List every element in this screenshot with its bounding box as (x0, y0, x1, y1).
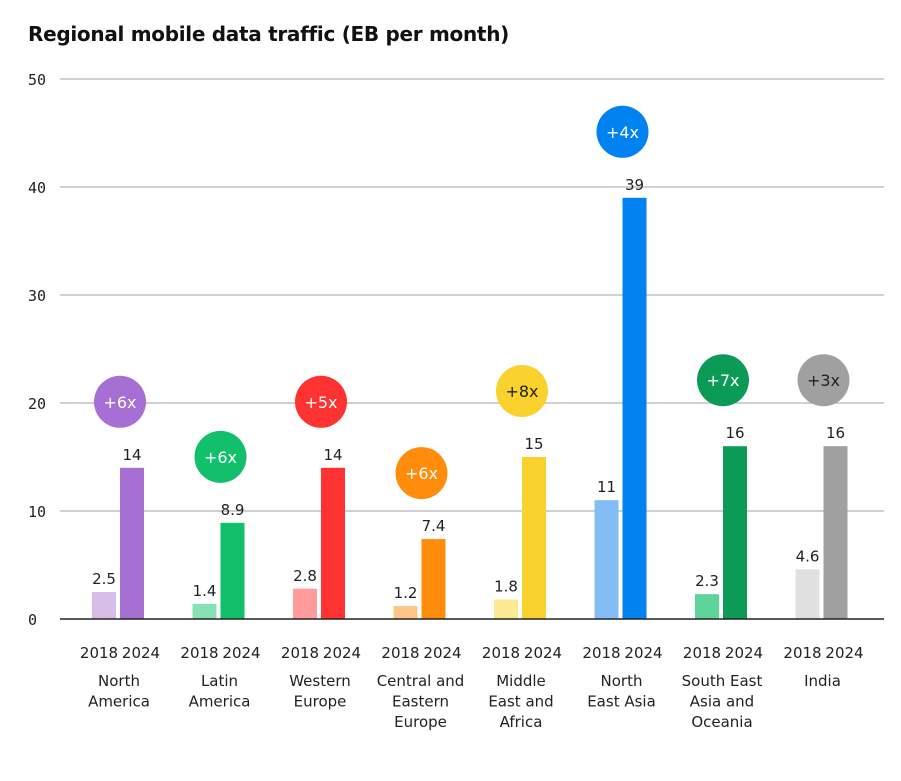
category-label-north-america: America (88, 693, 150, 711)
bar-2024-middle-east-and-africa (522, 457, 546, 619)
growth-label-india: +3x (807, 371, 840, 390)
data-label-2024-north-america: 14 (122, 446, 141, 464)
growth-badge-middle-east-and-africa (496, 365, 548, 417)
growth-badge-central-and-eastern-europe (395, 447, 448, 500)
growth-badge-western-europe (295, 375, 347, 428)
y-tick-label: 10 (28, 503, 46, 521)
bar-2018-central-and-eastern-europe (393, 606, 418, 619)
category-label-central-and-eastern-europe: Europe (394, 713, 447, 731)
bar-2024-north-america (120, 467, 144, 619)
data-label-2018-western-europe: 2.8 (293, 567, 317, 585)
data-label-2018-latin-america: 1.4 (193, 582, 217, 600)
bar-2024-central-and-eastern-europe (421, 539, 446, 619)
year-label-2024: 2024 (323, 644, 361, 662)
bar-2018-western-europe (293, 588, 317, 619)
year-label-2024: 2024 (725, 644, 763, 662)
bar-2024-north-east-asia (622, 197, 647, 620)
growth-label-south-east-asia-and-oceania: +7x (706, 371, 739, 390)
growth-label-latin-america: +6x (204, 448, 237, 467)
year-label-2024: 2024 (624, 644, 662, 662)
growth-badge-latin-america (194, 430, 247, 483)
data-label-2024-india: 16 (826, 424, 845, 442)
data-label-2018-north-east-asia: 11 (597, 478, 616, 496)
chart-title: Regional mobile data traffic (EB per mon… (28, 22, 509, 46)
year-label-2018: 2018 (281, 644, 319, 662)
growth-badge-north-east-asia (596, 105, 649, 158)
y-tick-label: 50 (28, 71, 46, 89)
bar-2024-latin-america (220, 522, 245, 619)
year-label-2024: 2024 (222, 644, 260, 662)
year-label-2018: 2018 (80, 644, 118, 662)
data-label-2018-central-and-eastern-europe: 1.2 (394, 584, 418, 602)
category-label-south-east-asia-and-oceania: South East (682, 672, 763, 690)
growth-label-middle-east-and-africa: +8x (505, 382, 538, 401)
category-label-western-europe: Western (289, 672, 351, 690)
category-label-central-and-eastern-europe: Central and (377, 672, 465, 690)
growth-label-north-america: +6x (103, 393, 136, 412)
year-label-2018: 2018 (683, 644, 721, 662)
data-label-2024-middle-east-and-africa: 15 (524, 435, 543, 453)
category-label-south-east-asia-and-oceania: Oceania (691, 713, 752, 731)
y-tick-label: 20 (28, 395, 46, 413)
data-label-2024-western-europe: 14 (323, 446, 342, 464)
bar-2018-south-east-asia-and-oceania (695, 594, 719, 619)
bar-2024-western-europe (321, 467, 345, 619)
data-label-2018-india: 4.6 (796, 547, 820, 565)
year-label-2018: 2018 (381, 644, 419, 662)
category-label-western-europe: Europe (294, 693, 347, 711)
bar-2018-latin-america (192, 603, 217, 619)
category-label-north-east-asia: East Asia (587, 693, 656, 711)
growth-badge-north-america (94, 375, 146, 428)
category-label-north-east-asia: North (601, 672, 643, 690)
year-label-2024: 2024 (524, 644, 562, 662)
data-label-2024-south-east-asia-and-oceania: 16 (725, 424, 744, 442)
year-label-2024: 2024 (825, 644, 863, 662)
data-label-2024-latin-america: 8.9 (221, 501, 245, 519)
growth-label-central-and-eastern-europe: +6x (405, 464, 438, 483)
bar-2018-north-east-asia (594, 500, 619, 619)
category-label-india: India (804, 672, 841, 690)
year-label-2024: 2024 (122, 644, 160, 662)
y-tick-label: 30 (28, 287, 46, 305)
category-label-latin-america: Latin (201, 672, 238, 690)
category-label-middle-east-and-africa: East and (488, 693, 553, 711)
year-label-2018: 2018 (582, 644, 620, 662)
data-label-2018-middle-east-and-africa: 1.8 (494, 578, 518, 596)
category-label-north-america: North (98, 672, 140, 690)
growth-badge-india (797, 354, 850, 407)
bar-2024-south-east-asia-and-oceania (723, 446, 747, 619)
y-tick-label: 0 (28, 611, 37, 629)
year-label-2024: 2024 (423, 644, 461, 662)
category-label-latin-america: America (189, 693, 251, 711)
bar-2018-north-america (92, 592, 116, 619)
data-label-2018-north-america: 2.5 (92, 570, 116, 588)
year-label-2018: 2018 (180, 644, 218, 662)
bar-2024-india (823, 446, 848, 619)
growth-badge-south-east-asia-and-oceania (697, 354, 749, 407)
data-label-2024-north-east-asia: 39 (625, 176, 644, 194)
year-label-2018: 2018 (783, 644, 821, 662)
category-label-south-east-asia-and-oceania: Asia and (690, 693, 754, 711)
data-label-2018-south-east-asia-and-oceania: 2.3 (695, 572, 719, 590)
growth-label-western-europe: +5x (304, 393, 337, 412)
category-label-middle-east-and-africa: Middle (496, 672, 546, 690)
bar-2018-middle-east-and-africa (494, 599, 518, 619)
growth-label-north-east-asia: +4x (606, 123, 639, 142)
y-tick-label: 40 (28, 179, 46, 197)
category-label-middle-east-and-africa: Africa (500, 713, 543, 731)
data-label-2024-central-and-eastern-europe: 7.4 (422, 517, 446, 535)
category-label-central-and-eastern-europe: Eastern (392, 693, 449, 711)
year-label-2018: 2018 (482, 644, 520, 662)
bar-2018-india (795, 569, 820, 619)
